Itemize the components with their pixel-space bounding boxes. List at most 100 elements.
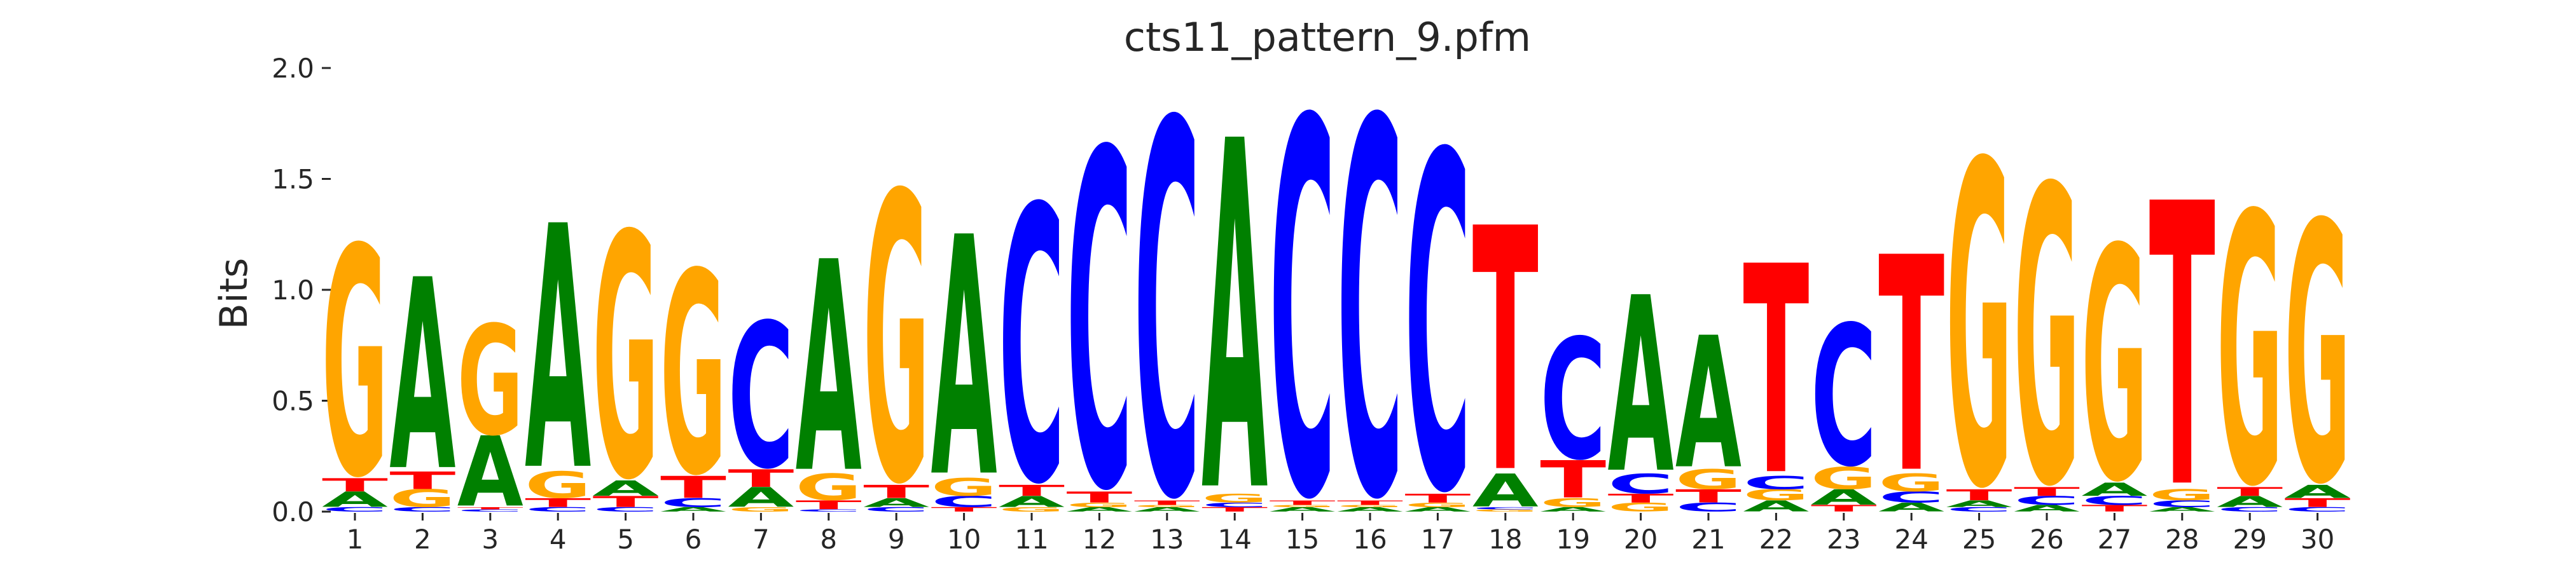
logo-letter-g: G (389, 485, 455, 513)
logo-letter-g: G (1337, 505, 1403, 508)
logo-letter-t: T (1811, 503, 1877, 514)
logo-letter-g: G (2285, 149, 2351, 563)
logo-letter-t: T (999, 482, 1065, 500)
logo-letter-t: T (593, 493, 659, 511)
x-tick-label: 18 (1488, 524, 1522, 555)
logo-letter-c: C (796, 509, 862, 513)
x-tick-label: 25 (1962, 524, 1996, 555)
logo-letter-c: C (1608, 468, 1674, 500)
logo-letter-g: G (525, 465, 591, 507)
logo-letter-a: A (1134, 506, 1200, 513)
logo-letter-a: A (863, 496, 929, 510)
logo-letter-t: T (1201, 506, 1268, 513)
logo-letter-c: C (593, 506, 659, 513)
logo-letter-t: T (1878, 196, 1945, 539)
logo-letter-a: A (1811, 485, 1877, 510)
logo-letter-t: T (796, 498, 862, 512)
logo-letter-t: T (660, 470, 726, 505)
logo-letter-a: A (1337, 506, 1403, 513)
logo-letter-a: A (1743, 497, 1809, 515)
x-tick-label: 29 (2233, 524, 2266, 555)
logo-letter-c: C (525, 506, 591, 513)
logo-letter-t: T (2217, 485, 2283, 499)
y-tick-label: 1.0 (272, 275, 314, 306)
y-tick-label: 1.5 (272, 164, 314, 195)
x-tick-label: 23 (1827, 524, 1860, 555)
logo-letter-t: T (1134, 500, 1200, 507)
logo-letter-c: C (1404, 60, 1471, 572)
logo-letter-g: G (999, 506, 1065, 513)
logo-letter-g: G (1270, 505, 1336, 508)
logo-letter-a: A (2285, 481, 2351, 502)
x-tick-label: 7 (752, 524, 770, 555)
logo-letter-g: G (1404, 501, 1471, 508)
logo-letter-c: C (1066, 57, 1132, 572)
x-tick-label: 15 (1285, 524, 1319, 555)
logo-letter-t: T (1404, 491, 1471, 505)
logo-letter-a: A (2081, 479, 2147, 500)
logo-letter-c: C (1134, 18, 1200, 572)
logo-letter-t: T (525, 496, 591, 510)
logo-letter-g: G (931, 473, 997, 501)
logo-letter-t: T (2014, 485, 2080, 499)
logo-letter-a: A (1066, 506, 1132, 513)
logo-letter-c: C (1472, 507, 1539, 510)
x-tick-label: 28 (2165, 524, 2199, 555)
logo-letter-t: T (2285, 496, 2351, 510)
x-axis-ticks: 1 2 3 4 5 6 7 8 9 10 11 12 13 14 15 16 17 18 19 20 21 22 23 24 2… (347, 513, 2334, 555)
logo-letter-g: G (1743, 486, 1809, 504)
logo-letter-t: T (1743, 207, 1810, 540)
logo-letter-a: A (322, 487, 388, 512)
logo-letter-c: C (2149, 499, 2215, 510)
logo-letter-a: A (728, 482, 794, 514)
logo-letter-t: T (1540, 450, 1606, 510)
logo-letter-g: G (2081, 182, 2147, 553)
logo-letter-a: A (2014, 503, 2080, 514)
logo-letter-t: T (931, 506, 997, 513)
x-tick-label: 20 (1624, 524, 1658, 555)
x-tick-label: 13 (1150, 524, 1184, 555)
logo-letter-t: T (457, 507, 523, 510)
logo-letter-g: G (660, 214, 726, 537)
logo-letter-t: T (728, 465, 794, 493)
logo-letter-g: G (1472, 509, 1539, 512)
logo-letter-a: A (1270, 506, 1336, 513)
x-tick-label: 4 (550, 524, 567, 555)
x-tick-label: 5 (617, 524, 634, 555)
logo-letter-g: G (2217, 138, 2283, 568)
logo-letter-a: A (1946, 499, 2012, 510)
logo-letter-g: G (1134, 505, 1200, 508)
logo-letter-a: A (457, 416, 523, 529)
logo-letter-t: T (1472, 159, 1539, 547)
x-tick-label: 2 (414, 524, 431, 555)
logo-letter-g: G (796, 466, 862, 508)
y-tick-label: 0.0 (272, 496, 314, 528)
logo-letter-a: A (525, 156, 592, 545)
logo-letter-c: C (457, 509, 523, 513)
logo-letter-g: G (593, 165, 659, 554)
logo-letter-g: G (1811, 461, 1877, 496)
logo-letter-g: G (728, 506, 794, 513)
x-tick-label: 26 (2030, 524, 2063, 555)
x-tick-label: 3 (481, 524, 499, 555)
logo-letter-g: G (1946, 71, 2012, 572)
logo-letter-a: A (1608, 247, 1675, 527)
logo-letter-g: G (322, 182, 388, 547)
y-tick-label: 0.5 (272, 386, 314, 417)
logo-letter-a: A (1540, 506, 1606, 513)
logo-letter-c: C (2285, 506, 2351, 513)
x-tick-label: 24 (1894, 524, 1928, 555)
logo-letter-a: A (2149, 506, 2215, 513)
logo-letter-g: G (2014, 103, 2080, 572)
logo-letter-a: A (660, 506, 726, 513)
x-tick-label: 27 (2098, 524, 2131, 555)
logo-letter-t: T (2149, 123, 2216, 572)
logo-letter-t: T (1608, 491, 1674, 505)
logo-letter-c: C (1811, 285, 1877, 510)
logo-letter-a: A (1878, 500, 1944, 514)
logo-letter-a: A (1472, 465, 1539, 517)
logo-letter-t: T (863, 481, 929, 502)
x-tick-label: 14 (1217, 524, 1251, 555)
